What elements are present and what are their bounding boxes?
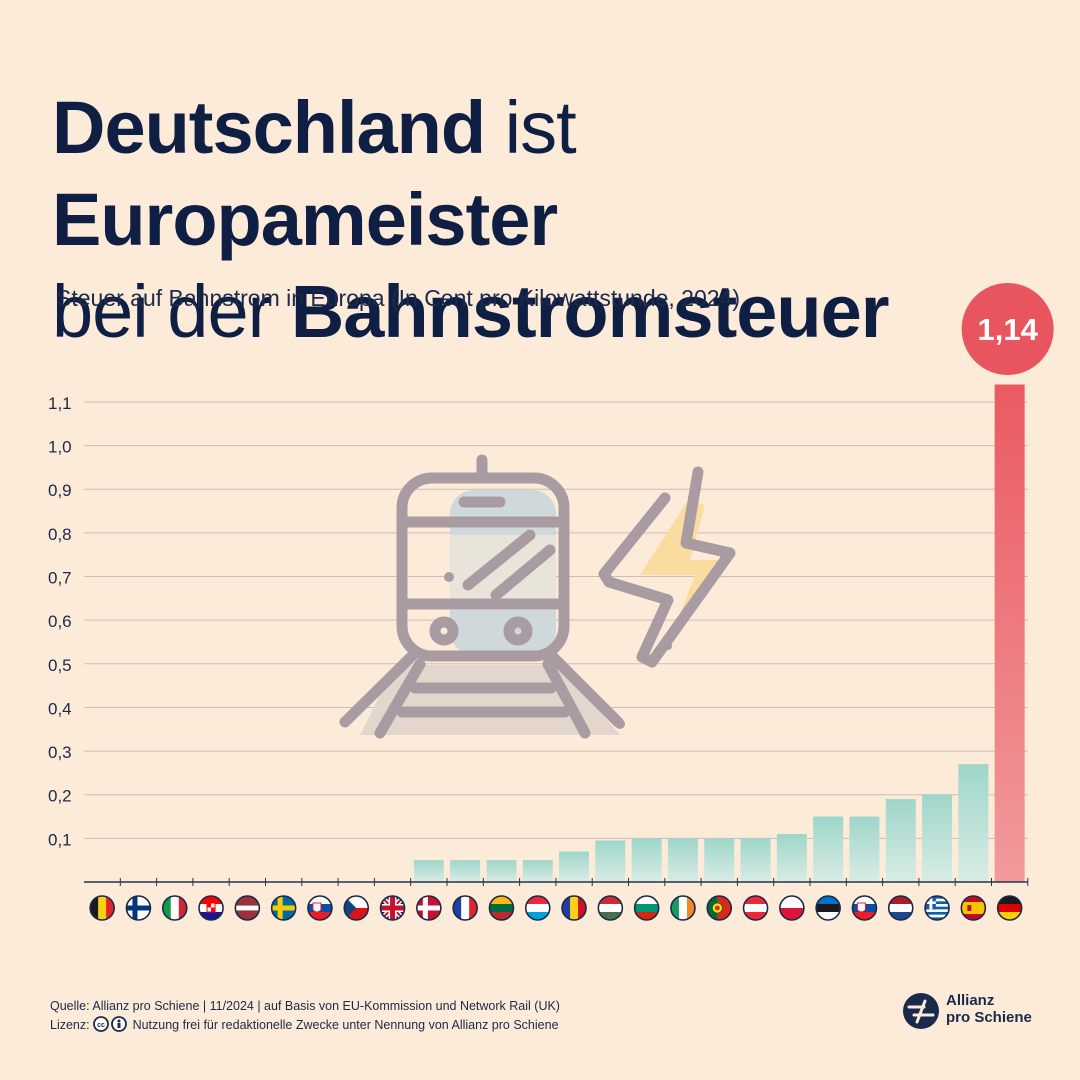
- flag-fr-icon: [452, 895, 478, 921]
- bar-ee: [813, 816, 844, 882]
- flag-ee-icon: [815, 895, 841, 921]
- bar-gr: [922, 794, 953, 882]
- creative-commons-icon: cc: [93, 1016, 127, 1032]
- flag-gr-icon: [924, 895, 950, 921]
- y-tick-label: 0,2: [48, 787, 72, 806]
- license-note: Lizenz: cc Nutzung frei für redaktionell…: [50, 1016, 560, 1035]
- bar-lu: [522, 860, 553, 882]
- y-tick-label: 1,1: [48, 394, 72, 413]
- bar-es: [958, 764, 989, 882]
- y-tick-label: 0,7: [48, 569, 72, 588]
- bar-fr: [450, 860, 481, 882]
- flag-bg-icon: [633, 895, 660, 921]
- flag-lt-icon: [488, 895, 515, 921]
- bar-ro: [559, 851, 590, 882]
- flag-at-icon: [742, 895, 769, 921]
- license-text: Nutzung frei für redaktionelle Zwecke un…: [132, 1018, 559, 1032]
- flag-lv-icon: [234, 895, 261, 921]
- flag-dk-icon: [416, 895, 442, 921]
- highlight-badge: 1,14: [961, 283, 1054, 375]
- source-note: Quelle: Allianz pro Schiene | 11/2024 | …: [50, 999, 560, 1013]
- logo-line-1: Allianz: [946, 992, 995, 1009]
- flag-ie-icon: [670, 895, 696, 921]
- y-tick-label: 0,8: [48, 525, 72, 544]
- x-axis-ticks: [119, 878, 1029, 886]
- bar-bg: [631, 838, 662, 882]
- flag-de-icon: [996, 895, 1023, 921]
- flag-se-icon: [270, 895, 297, 921]
- y-tick-label: 0,3: [48, 743, 72, 762]
- y-tick-label: 0,5: [48, 656, 72, 675]
- flag-lu-icon: [524, 895, 551, 921]
- bar-pl: [776, 833, 807, 882]
- flag-fi-icon: [125, 895, 152, 921]
- flag-gb-icon: [379, 895, 406, 921]
- y-tick-label: 0,4: [48, 699, 72, 718]
- flag-cz-icon: [343, 895, 370, 921]
- flag-nl-icon: [887, 895, 914, 921]
- bar-nl: [885, 799, 916, 882]
- flag-es-icon: [960, 895, 987, 921]
- bar-si: [849, 816, 880, 882]
- y-tick-label: 0,9: [48, 481, 72, 500]
- svg-text:cc: cc: [97, 1022, 105, 1029]
- logo-line-2: pro Schiene: [946, 1009, 1032, 1026]
- bars: [413, 384, 1025, 882]
- y-tick-label: 0,6: [48, 612, 72, 631]
- bar-lt: [486, 860, 517, 882]
- y-tick-label: 0,1: [48, 830, 72, 849]
- headline-line-1: Deutschland ist Europameister: [52, 82, 1052, 266]
- flag-sk-icon: [307, 895, 333, 921]
- highlight-value-label: 1,14: [977, 312, 1038, 347]
- flag-hu-icon: [597, 895, 624, 921]
- bar-at: [740, 838, 771, 882]
- country-flags: [89, 895, 1023, 921]
- bar-ie: [667, 838, 698, 882]
- footer: Quelle: Allianz pro Schiene | 11/2024 | …: [50, 997, 560, 1035]
- bar-chart: 0,1 0,2 0,3 0,4 0,5 0,6 0,7 0,8 0,9 1,0 1,1: [48, 283, 1054, 921]
- lightning-icon: [598, 466, 736, 668]
- headline-bahnstromsteuer: Bahnstromsteuer: [290, 270, 890, 353]
- chart-subtitle: Steuer auf Bahnstrom in Europa (In Cent …: [56, 285, 741, 311]
- headline-ist: ist: [485, 86, 577, 169]
- flag-si-icon: [851, 895, 878, 921]
- allianz-pro-schiene-logo: Allianz pro Schiene: [902, 992, 1052, 1032]
- headline-line-2: bei der Bahnstromsteuer: [52, 266, 1052, 358]
- y-tick-label: 1,0: [48, 438, 72, 457]
- headline-bei-der: bei der: [52, 270, 291, 353]
- bar-dk: [413, 860, 444, 882]
- bar-hu: [595, 840, 626, 882]
- bar-de: [994, 384, 1025, 882]
- logo-mark-icon: [903, 993, 939, 1029]
- train-icon: [339, 454, 625, 739]
- headline-deutschland: Deutschland: [52, 86, 486, 169]
- highlight-circle: [961, 283, 1054, 375]
- headline-europameister: Europameister: [52, 178, 558, 261]
- headline: Deutschland ist Europameister bei der Ba…: [52, 82, 1052, 358]
- flag-ro-icon: [561, 895, 587, 921]
- license-label: Lizenz:: [50, 1018, 90, 1032]
- flag-be-icon: [89, 895, 115, 921]
- flag-hr-icon: [198, 895, 224, 921]
- y-axis-ticks: 0,1 0,2 0,3 0,4 0,5 0,6 0,7 0,8 0,9 1,0 1,1: [48, 394, 72, 849]
- flag-it-icon: [161, 895, 188, 921]
- flag-pt-icon: [706, 895, 733, 921]
- bar-pt: [704, 838, 735, 882]
- flag-pl-icon: [779, 895, 805, 921]
